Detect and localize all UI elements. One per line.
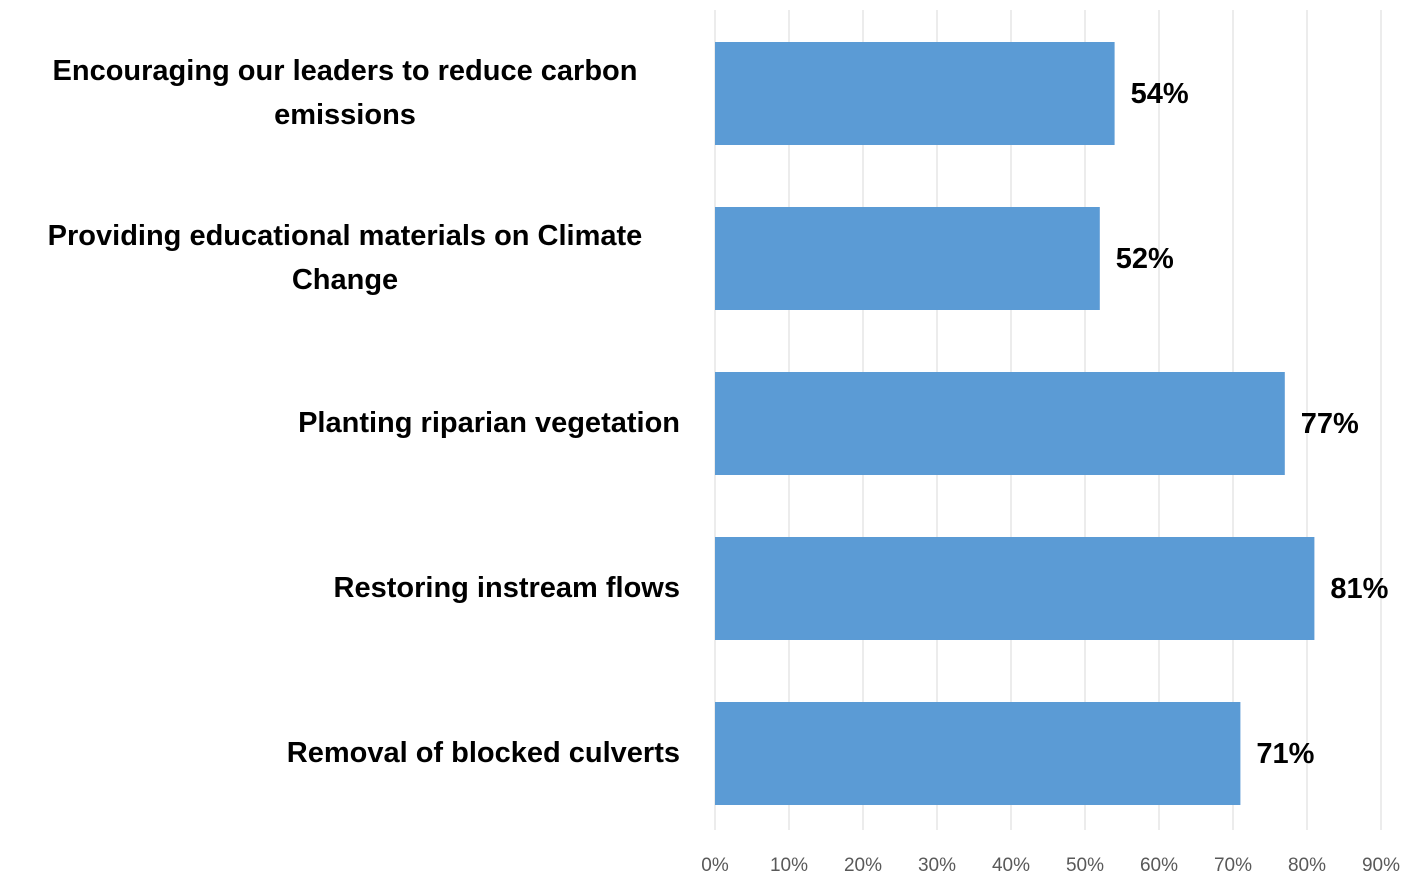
x-tick-label: 70% [1214,855,1252,876]
bar [715,702,1241,805]
category-label-box: Removal of blocked culverts [0,702,680,805]
category-label: Restoring instream flows [333,571,680,604]
x-tick-label: 50% [1066,855,1104,876]
x-tick-label: 60% [1140,855,1178,876]
x-tick-label: 20% [844,855,882,876]
category-label: Removal of blocked culverts [286,736,680,769]
value-label: 71% [1256,738,1314,770]
x-tick-label: 0% [701,855,729,876]
value-label: 54% [1131,78,1189,110]
value-label: 81% [1330,573,1388,605]
bar [715,207,1100,310]
category-label-box: Providing educational materials on Clima… [0,207,680,310]
bar [715,42,1115,145]
x-tick-label: 10% [770,855,808,876]
category-label-box: Restoring instream flows [0,537,680,640]
x-tick-label: 90% [1362,855,1400,876]
category-label: Encouraging our leaders to reduce carbon… [52,55,638,131]
x-tick-label: 40% [992,855,1030,876]
category-label: Providing educational materials on Clima… [47,220,643,296]
x-tick-label: 30% [918,855,956,876]
category-label-box: Encouraging our leaders to reduce carbon… [0,42,680,145]
category-label-box: Planting riparian vegetation [0,372,680,475]
category-label: Planting riparian vegetation [298,406,680,439]
value-label: 77% [1301,408,1359,440]
bar [715,372,1285,475]
value-label: 52% [1116,243,1174,275]
x-tick-label: 80% [1288,855,1326,876]
bar [715,537,1315,640]
